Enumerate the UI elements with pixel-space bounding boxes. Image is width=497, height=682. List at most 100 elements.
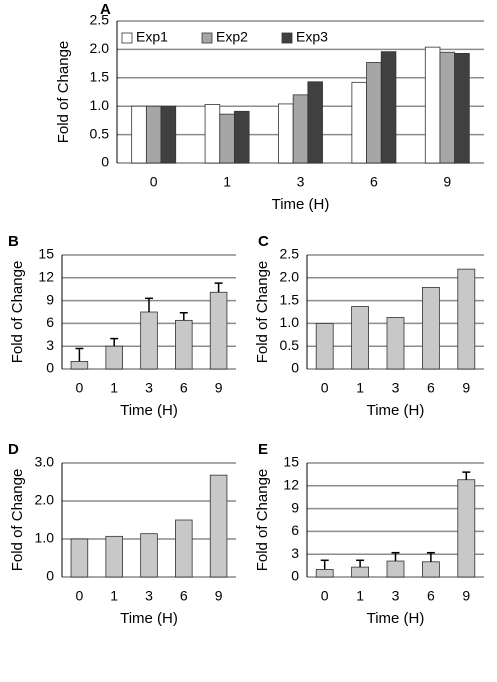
x-tick-label: 6 (180, 588, 188, 604)
panel-label: C (258, 233, 269, 250)
x-tick-label: 1 (223, 174, 231, 190)
bar (439, 51, 456, 164)
bar (351, 306, 369, 370)
y-tick-label: 0.5 (90, 125, 110, 141)
bar (234, 110, 250, 164)
y-axis-label: Fold of Change (9, 261, 26, 364)
y-tick-label: 15 (283, 454, 299, 470)
y-tick-label: 2.5 (280, 246, 300, 262)
bar (175, 519, 193, 578)
x-tick-label: 3 (145, 588, 153, 604)
bar (454, 52, 470, 164)
x-tick-label: 9 (215, 588, 223, 604)
x-tick-label: 9 (462, 588, 470, 604)
y-tick-label: 9 (46, 291, 54, 307)
bar (315, 569, 334, 578)
x-tick-label: 3 (392, 380, 400, 396)
bar (175, 319, 193, 370)
y-tick-label: 0 (291, 568, 299, 584)
bar (209, 291, 228, 370)
x-tick-label: 0 (76, 588, 84, 604)
x-tick-label: 0 (321, 380, 329, 396)
panel-label: B (8, 233, 19, 250)
x-tick-label: 0 (76, 380, 84, 396)
y-tick-label: 1.0 (35, 530, 55, 546)
legend-label: Exp2 (216, 29, 248, 45)
bar (386, 317, 405, 370)
y-tick-label: 1.0 (90, 97, 110, 113)
bar (386, 560, 405, 578)
panel-label: D (8, 441, 19, 458)
y-tick-label: 1.0 (280, 314, 300, 330)
x-tick-label: 6 (427, 588, 435, 604)
bar (131, 105, 147, 164)
x-tick-label: 6 (180, 380, 188, 396)
x-tick-label: 1 (110, 588, 118, 604)
y-tick-label: 1.5 (280, 291, 300, 307)
y-tick-label: 0 (46, 360, 54, 376)
y-tick-label: 0 (46, 568, 54, 584)
y-tick-label: 12 (38, 269, 54, 285)
bar (292, 94, 309, 164)
bar (278, 103, 294, 164)
y-tick-label: 9 (291, 499, 299, 515)
y-tick-label: 3 (291, 545, 299, 561)
bar (70, 538, 89, 578)
bar (422, 286, 440, 370)
y-tick-label: 6 (46, 314, 54, 330)
x-tick-label: 3 (392, 588, 400, 604)
y-axis-label: Fold of Change (9, 469, 26, 572)
y-tick-label: 2.5 (90, 12, 110, 28)
bar (457, 479, 476, 578)
y-tick-label: 0 (101, 154, 109, 170)
x-tick-label: 3 (297, 174, 305, 190)
bar (315, 322, 334, 370)
x-tick-label: 9 (215, 380, 223, 396)
x-axis-label: Time (H) (367, 610, 425, 627)
y-tick-label: 0 (291, 360, 299, 376)
x-tick-label: 0 (150, 174, 158, 190)
bar (145, 105, 162, 164)
y-tick-label: 0.5 (280, 337, 300, 353)
y-tick-label: 15 (38, 246, 54, 262)
y-axis-label: Fold of Change (254, 469, 271, 572)
bar (457, 268, 476, 370)
bar (219, 113, 235, 164)
panel-label: E (258, 441, 268, 458)
bar (366, 62, 382, 164)
y-axis-label: Fold of Change (55, 41, 72, 144)
bar (307, 81, 323, 164)
y-tick-label: 12 (283, 477, 299, 493)
x-tick-label: 1 (110, 380, 118, 396)
x-tick-label: 9 (462, 380, 470, 396)
bar (204, 104, 221, 164)
bar (105, 345, 123, 370)
bar (380, 51, 397, 164)
bar (209, 474, 228, 578)
bar (351, 81, 367, 164)
y-tick-label: 1.5 (90, 69, 110, 85)
bar (422, 561, 440, 578)
bar (70, 360, 89, 370)
y-tick-label: 2.0 (90, 40, 110, 56)
legend-swatch (201, 32, 213, 44)
x-tick-label: 6 (427, 380, 435, 396)
y-tick-label: 2.0 (280, 269, 300, 285)
y-axis-label: Fold of Change (254, 261, 271, 364)
x-tick-label: 0 (321, 588, 329, 604)
bar (140, 533, 158, 578)
legend-swatch (121, 32, 133, 44)
legend-swatch (281, 32, 293, 44)
y-tick-label: 3 (46, 337, 54, 353)
bar (160, 105, 177, 164)
bar (140, 311, 158, 370)
x-axis-label: Time (H) (367, 402, 425, 419)
x-tick-label: 9 (443, 174, 451, 190)
x-axis-label: Time (H) (120, 402, 178, 419)
y-tick-label: 6 (291, 522, 299, 538)
x-tick-label: 6 (370, 174, 378, 190)
bar (424, 46, 441, 164)
x-axis-label: Time (H) (120, 610, 178, 627)
legend-label: Exp3 (296, 29, 328, 45)
